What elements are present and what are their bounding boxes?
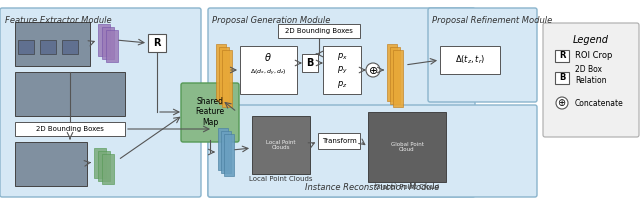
Text: $\oplus$: $\oplus$: [368, 64, 378, 76]
Bar: [555, 50, 569, 62]
Bar: [302, 54, 318, 72]
Text: $\Delta(t_z, t_r)$: $\Delta(t_z, t_r)$: [455, 54, 485, 66]
Bar: [218, 128, 228, 170]
Text: Concatenate: Concatenate: [575, 99, 624, 107]
Bar: [368, 112, 446, 182]
Text: Proposal Generation Module: Proposal Generation Module: [212, 16, 330, 25]
Bar: [94, 148, 106, 178]
Text: Proposal Refinement Module: Proposal Refinement Module: [432, 16, 552, 25]
Text: $\Delta(d_x, d_y, d_z)$: $\Delta(d_x, d_y, d_z)$: [250, 68, 286, 78]
Text: R: R: [153, 38, 161, 48]
Text: 2D Box
Relation: 2D Box Relation: [575, 65, 607, 85]
Text: ROI Crop: ROI Crop: [575, 52, 612, 61]
FancyBboxPatch shape: [543, 23, 639, 137]
Text: R: R: [559, 52, 565, 61]
Text: Shared
Feature
Map: Shared Feature Map: [195, 97, 225, 127]
Text: 2D Bounding Boxes: 2D Bounding Boxes: [285, 28, 353, 34]
Text: Instance Reconstruction Module: Instance Reconstruction Module: [305, 183, 439, 192]
FancyBboxPatch shape: [428, 8, 537, 102]
Bar: [252, 116, 310, 174]
Bar: [224, 134, 234, 176]
Bar: [323, 46, 361, 94]
Bar: [102, 154, 114, 184]
FancyBboxPatch shape: [208, 8, 475, 197]
Text: Transform: Transform: [322, 138, 356, 144]
Bar: [98, 24, 110, 56]
Circle shape: [366, 63, 380, 77]
Bar: [18, 40, 34, 54]
Bar: [393, 50, 403, 107]
Bar: [15, 142, 87, 186]
Bar: [15, 72, 125, 116]
Text: Feature Extractor Module: Feature Extractor Module: [5, 16, 111, 25]
Text: Global Point Cloud: Global Point Cloud: [375, 184, 439, 190]
FancyBboxPatch shape: [181, 83, 239, 142]
Text: $p_z$: $p_z$: [337, 79, 348, 89]
Circle shape: [556, 97, 568, 109]
Text: B: B: [559, 74, 565, 82]
Text: Legend: Legend: [573, 35, 609, 45]
Bar: [106, 30, 118, 62]
Text: $\oplus$: $\oplus$: [557, 98, 566, 108]
Text: $p_y$: $p_y$: [337, 64, 348, 76]
Bar: [440, 46, 500, 74]
Text: B: B: [307, 58, 314, 68]
Text: Global Point
Cloud: Global Point Cloud: [390, 142, 424, 152]
Bar: [98, 151, 110, 181]
Text: Local Point Clouds: Local Point Clouds: [249, 176, 313, 182]
Text: Local Point
Clouds: Local Point Clouds: [266, 140, 296, 150]
Bar: [15, 22, 90, 66]
Text: $\theta$: $\theta$: [264, 51, 272, 63]
Bar: [102, 27, 114, 59]
Text: $p_x$: $p_x$: [337, 50, 348, 61]
FancyBboxPatch shape: [0, 8, 201, 197]
Bar: [15, 122, 125, 136]
Bar: [222, 50, 232, 107]
Bar: [390, 47, 400, 104]
Bar: [40, 40, 56, 54]
Bar: [221, 131, 231, 173]
Bar: [148, 34, 166, 52]
Bar: [240, 46, 297, 94]
Bar: [387, 44, 397, 101]
Bar: [216, 44, 226, 101]
Bar: [62, 40, 78, 54]
Bar: [318, 133, 360, 149]
Text: 2D Bounding Boxes: 2D Bounding Boxes: [36, 126, 104, 132]
FancyBboxPatch shape: [208, 105, 537, 197]
Bar: [219, 47, 229, 104]
Bar: [278, 24, 360, 38]
Bar: [555, 72, 569, 84]
